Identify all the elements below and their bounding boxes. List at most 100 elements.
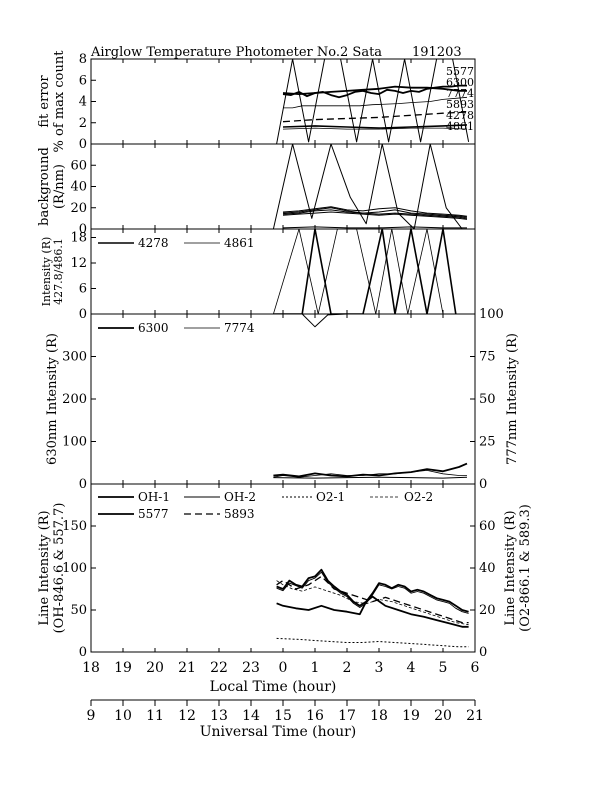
legend-panel-3: 4278 4861 [98, 236, 255, 250]
y-tick-label: 100 [62, 435, 87, 450]
y-tick-label: 40 [70, 180, 87, 195]
y-axis-label: fit error [37, 75, 52, 128]
ut-tick-label: 19 [402, 708, 420, 724]
y-axis-label: 630nm Intensity (R) [45, 333, 60, 465]
panel-1: 0 2 4 6 8 fit error% of max count 557763007774… [37, 50, 476, 153]
legend-panel-4: 6300 7774 [98, 321, 255, 335]
y-right-tick-label: 20 [479, 603, 496, 618]
series-oh-1-line [276, 568, 469, 613]
series-spikes-line [276, 59, 470, 144]
y-tick-label: 18 [70, 231, 87, 246]
y-tick-label: 100 [62, 561, 87, 576]
series-4861-line [282, 127, 468, 130]
local-time-tick-label: 23 [242, 660, 260, 676]
ut-tick-label: 18 [370, 708, 388, 724]
local-time-tick-label: 1 [311, 660, 320, 676]
local-time-tick-label: 2 [343, 660, 352, 676]
legend-label: OH-1 [138, 490, 170, 504]
series-o2-2-line [276, 580, 469, 626]
figure-header: Airglow Temperature Photometer No.2 Sata… [90, 45, 462, 60]
series-6300-low-line [273, 476, 468, 479]
legend-label: 5893 [224, 507, 255, 521]
y-axis-label: (OH-846.6 & 557.7) [52, 503, 67, 634]
series-7774-line [283, 96, 468, 109]
series-spikes-line [272, 144, 463, 229]
y-right-axis-label: Line Intensity (R) [503, 510, 518, 625]
series-group [276, 59, 470, 144]
legend-panel-5: OH-1 OH-2 O2-1 O2-2 5577 5893 [98, 490, 433, 521]
y-tick-label: 6 [79, 282, 87, 297]
ut-tick-label: 15 [274, 708, 292, 724]
series-dip-line [283, 314, 348, 328]
series-4861-line [273, 229, 459, 314]
y-axis-label: background [37, 147, 52, 226]
local-time-tick-label: 18 [82, 660, 100, 676]
y-tick-label: 300 [62, 350, 87, 365]
y-right-axis-label: (O2-866.1 & 589.3) [518, 504, 533, 632]
series-bg-4-line [282, 206, 468, 217]
series-label: 4278 [446, 109, 474, 122]
local-time-axis-label: Local Time (hour) [210, 679, 337, 695]
ut-axis-label: Universal Time (hour) [200, 724, 357, 740]
y-tick-label: 8 [79, 52, 87, 67]
series-7774-line [273, 470, 467, 478]
series-label: 6300 [446, 76, 474, 89]
y-tick-label: 2 [79, 116, 87, 131]
series-group [276, 568, 469, 648]
ut-tick-label: 14 [242, 708, 260, 724]
local-time-tick-label: 6 [471, 660, 480, 676]
legend-label: OH-2 [224, 490, 256, 504]
legend-label: 5577 [138, 507, 169, 521]
y-tick-label: 0 [79, 477, 87, 492]
y-tick-label: 50 [70, 603, 87, 618]
y-right-axis-label: 777nm Intensity (R) [505, 333, 520, 465]
y-axis-label: Intensity (R) [40, 237, 53, 307]
y-right-tick-label: 0 [479, 645, 487, 660]
legend-label: O2-1 [316, 490, 345, 504]
ut-tick-label: 20 [434, 708, 452, 724]
series-5577-line [276, 595, 469, 628]
panel-2: 0 20 40 60 background (R/nm) [37, 143, 476, 237]
series-label: 5577 [446, 65, 474, 78]
y-right-tick-label: 75 [479, 350, 496, 365]
figure-title: Airglow Temperature Photometer No.2 Sata [90, 45, 382, 60]
series-label: 5893 [446, 98, 474, 111]
series-bg-low-line [282, 226, 467, 229]
y-tick-label: 150 [62, 519, 87, 534]
series-4278-line [282, 124, 468, 129]
series-bg-2-line [282, 211, 468, 220]
y-right-tick-label: 25 [479, 435, 496, 450]
series-group [273, 229, 459, 314]
series-5577-line [282, 84, 467, 99]
local-time-tick-label: 21 [178, 660, 196, 676]
local-time-tick-label: 20 [146, 660, 164, 676]
series-6300-line [282, 85, 467, 95]
figure-date: 191203 [412, 45, 462, 60]
ut-tick-label: 13 [210, 708, 228, 724]
local-time-tick-label: 4 [407, 660, 416, 676]
ut-tick-label: 11 [146, 708, 164, 724]
y-right-tick-label: 50 [479, 392, 496, 407]
y-axis-label: % of max count [52, 50, 67, 153]
series-5893-line [282, 111, 468, 123]
series-bg-3-line [282, 209, 468, 219]
y-axis-label: 427.8/486.1 [52, 238, 65, 305]
ut-tick-label: 12 [178, 708, 196, 724]
y-tick-label: 6 [79, 73, 87, 88]
legend-label: 4278 [138, 236, 169, 250]
y-axis-label: Line Intensity (R) [37, 510, 52, 625]
series-group [272, 144, 468, 229]
y-tick-label: 0 [79, 222, 87, 237]
y-tick-label: 0 [79, 307, 87, 322]
y-tick-label: 12 [70, 256, 87, 271]
y-right-tick-label: 60 [479, 519, 496, 534]
panel-frame [90, 313, 476, 485]
y-tick-label: 60 [70, 158, 87, 173]
local-time-tick-label: 3 [375, 660, 384, 676]
legend-label: 7774 [224, 321, 255, 335]
y-tick-label: 0 [79, 645, 87, 660]
